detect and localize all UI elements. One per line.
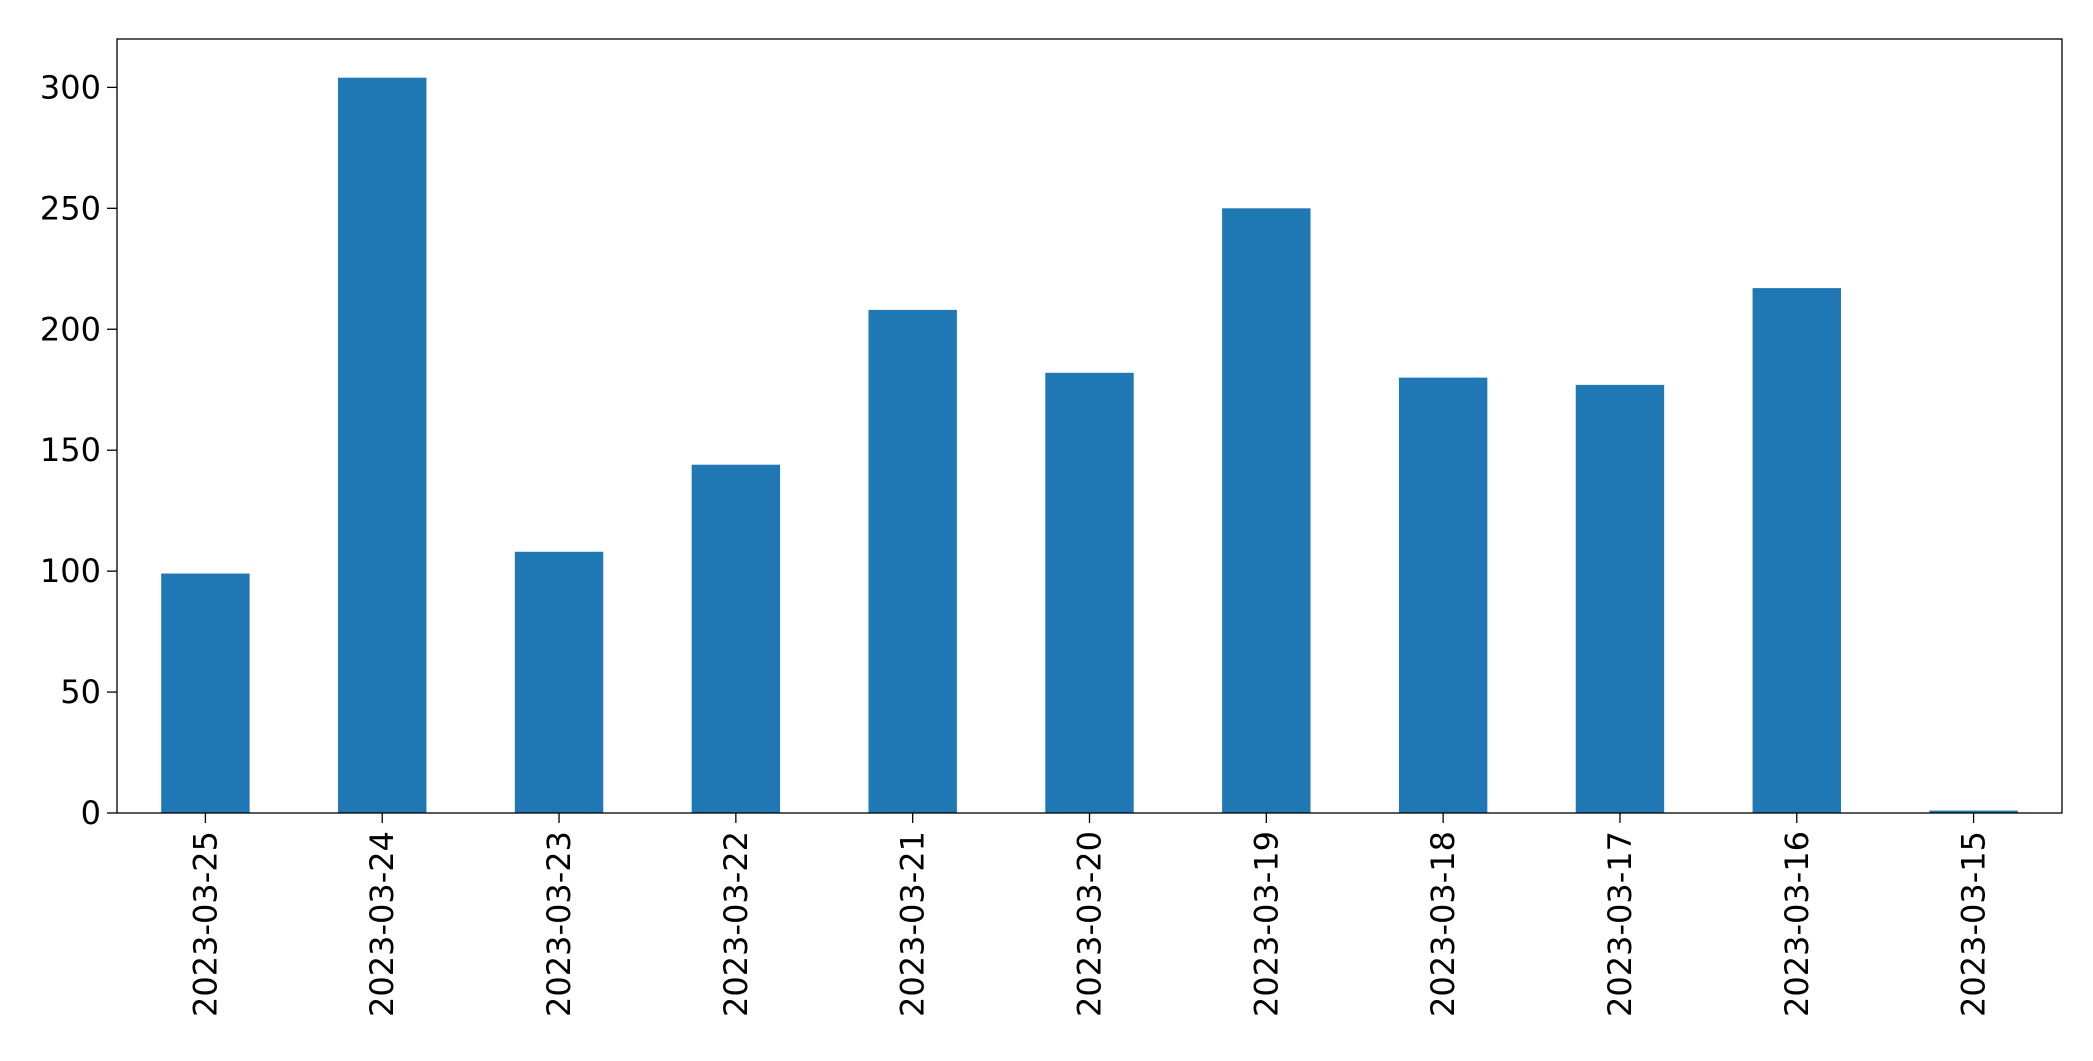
y-tick-label: 300: [40, 68, 101, 106]
x-tick-label: 2023-03-15: [1955, 831, 1993, 1017]
x-tick-label: 2023-03-22: [717, 831, 755, 1017]
x-tick-label: 2023-03-21: [894, 831, 932, 1017]
y-tick-label: 100: [40, 552, 101, 590]
y-tick-label: 0: [81, 794, 101, 832]
bar: [1398, 377, 1488, 813]
x-tick-label: 2023-03-24: [363, 831, 401, 1017]
bar: [691, 464, 781, 813]
bar: [868, 309, 957, 813]
bar: [1929, 810, 2018, 813]
bar: [161, 573, 250, 813]
bar: [514, 551, 604, 813]
bar: [1752, 288, 1841, 814]
x-tick-label: 2023-03-20: [1071, 831, 1109, 1017]
x-tick-label: 2023-03-25: [186, 831, 224, 1017]
bar: [1045, 372, 1134, 813]
y-tick-label: 200: [40, 310, 101, 348]
y-tick-label: 50: [60, 673, 101, 711]
x-tick-label: 2023-03-19: [1247, 831, 1285, 1017]
x-tick-label: 2023-03-17: [1601, 831, 1639, 1017]
y-tick-label: 250: [40, 189, 101, 227]
x-tick-label: 2023-03-18: [1424, 831, 1462, 1017]
bar: [1575, 384, 1665, 813]
bar: [1222, 208, 1311, 813]
y-tick-label: 150: [40, 431, 101, 469]
x-tick-label: 2023-03-23: [540, 831, 578, 1017]
x-tick-label: 2023-03-16: [1778, 831, 1816, 1017]
axes-frame: [116, 38, 2063, 814]
bar: [338, 77, 427, 813]
